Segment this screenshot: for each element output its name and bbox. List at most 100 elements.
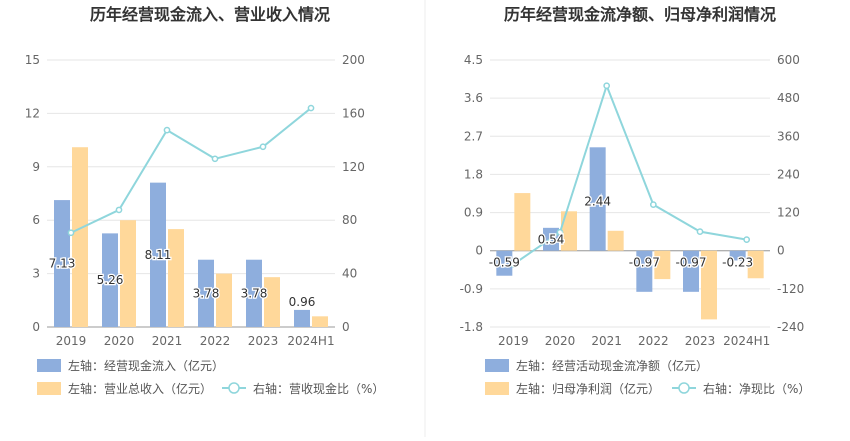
bar-data-label: 3.78 — [241, 286, 268, 300]
line-point — [163, 126, 171, 134]
bar-secondary — [312, 316, 328, 327]
right-axis-tick-label: 0 — [342, 320, 350, 334]
legend-label: 左轴：经营现金流入（亿元） — [68, 358, 224, 373]
left-axis-tick-label: 0 — [32, 320, 40, 334]
left-axis-tick-label: 6 — [32, 213, 40, 227]
right-axis-tick-label: -120 — [777, 282, 804, 296]
bar-data-label: 0.54 — [538, 232, 565, 246]
ratio-line — [70, 107, 312, 234]
left-axis-tick-label: 1.8 — [464, 167, 483, 181]
left-axis-tick-label: 15 — [25, 53, 40, 67]
bar-data-label: 0.96 — [289, 295, 316, 309]
bar-secondary — [72, 147, 88, 327]
bar-primary — [636, 250, 653, 292]
ratio-line — [512, 82, 747, 266]
x-axis-tick-label: 2021 — [591, 334, 622, 348]
bar-primary — [294, 309, 310, 327]
bar-primary — [198, 259, 214, 327]
right-axis-tick-label: 480 — [777, 91, 800, 105]
right-axis-tick-label: 200 — [342, 53, 365, 67]
left-axis-tick-label: 3 — [32, 267, 40, 281]
bar-secondary — [264, 277, 280, 327]
bar-primary — [102, 233, 118, 327]
bar-primary — [54, 200, 70, 327]
x-axis-tick-label: 2019 — [498, 334, 529, 348]
chart-panel-1: 历年经营现金流入、营业收入情况 0 3 6 9 12 15 0 40 80 120 160 200 201… — [25, 5, 385, 396]
bar-data-label: 5.26 — [97, 273, 124, 287]
legend-label: 右轴：营收现金比（%） — [253, 381, 384, 396]
x-axis-tick-label: 2019 — [56, 334, 87, 348]
left-axis-tick-label: -1.8 — [460, 320, 483, 334]
bar-data-label: 2.44 — [584, 194, 611, 208]
bar-secondary — [168, 229, 184, 327]
x-axis-tick-label: 2020 — [104, 334, 135, 348]
line-point — [67, 229, 75, 237]
right-axis-tick-label: -240 — [777, 320, 804, 334]
x-axis-tick-label: 2023 — [248, 334, 279, 348]
left-axis-tick-label: 2.7 — [464, 129, 483, 143]
bar-primary — [150, 182, 166, 327]
x-axis-tick-label: 2022 — [638, 334, 669, 348]
left-axis-tick-label: 0 — [475, 244, 483, 258]
chart-title: 历年经营现金流净额、归母净利润情况 — [504, 5, 776, 24]
right-axis-tick-label: 240 — [777, 167, 800, 181]
left-axis-tick-label: 3.6 — [464, 91, 483, 105]
bar-data-label: -0.97 — [629, 256, 660, 270]
bar-primary — [729, 250, 746, 261]
line-point — [307, 104, 315, 112]
line-point — [696, 228, 704, 235]
left-axis-tick-label: 0.9 — [464, 206, 483, 220]
legend-line-marker — [228, 382, 240, 394]
bar-data-label: -0.97 — [675, 256, 706, 270]
right-axis-tick-label: 360 — [777, 129, 800, 143]
bar-data-label: -0.59 — [489, 256, 520, 270]
legend-swatch-primary — [37, 359, 61, 372]
left-axis-tick-label: -0.9 — [460, 282, 483, 296]
right-axis-tick-label: 120 — [777, 206, 800, 220]
right-axis-tick-label: 40 — [342, 267, 357, 281]
bar-data-label: 3.78 — [193, 286, 220, 300]
bar-primary — [683, 250, 699, 292]
legend-label: 右轴：净现比（%） — [703, 381, 810, 396]
bar-primary — [589, 147, 606, 251]
bar-secondary — [701, 250, 717, 320]
x-axis-tick-label: 2024H1 — [723, 334, 770, 348]
legend-label: 左轴：经营活动现金流净额（亿元） — [516, 358, 708, 373]
bar-secondary — [561, 211, 577, 251]
legend: 左轴：经营现金流入（亿元） 左轴：营业总收入（亿元） 右轴：营收现金比（%） — [37, 358, 384, 396]
right-axis-tick-label: 160 — [342, 106, 365, 120]
left-axis-tick-label: 4.5 — [464, 53, 483, 67]
x-axis-tick-label: 2020 — [545, 334, 576, 348]
bar-data-label: 8.11 — [145, 248, 172, 262]
bar-secondary — [120, 220, 136, 327]
x-axis-tick-label: 2021 — [152, 334, 183, 348]
legend-swatch-primary — [485, 359, 509, 372]
bar-secondary — [216, 273, 232, 327]
line-point — [743, 236, 751, 243]
chart-title: 历年经营现金流入、营业收入情况 — [90, 5, 330, 24]
line-point — [649, 201, 657, 208]
line-point — [603, 82, 611, 90]
bar-primary — [246, 259, 262, 327]
right-axis-tick-label: 0 — [777, 244, 785, 258]
line-point — [556, 228, 564, 236]
bar-secondary — [747, 250, 764, 279]
x-axis-tick-label: 2023 — [685, 334, 716, 348]
line-point — [115, 206, 123, 214]
bar-secondary — [514, 193, 531, 251]
legend-line-marker — [678, 382, 690, 394]
bar-data-label: -0.23 — [722, 256, 753, 270]
bar-secondary — [654, 250, 671, 280]
x-axis-tick-label: 2022 — [200, 334, 231, 348]
line-point — [259, 143, 267, 151]
right-axis-tick-label: 80 — [342, 213, 357, 227]
line-point — [211, 155, 219, 163]
left-axis-tick-label: 12 — [25, 106, 40, 120]
line-point — [509, 261, 517, 268]
left-axis-tick-label: 9 — [32, 160, 40, 174]
bar-primary — [496, 250, 513, 276]
bar-data-label: 7.13 — [49, 257, 76, 271]
legend-swatch-secondary — [485, 382, 509, 395]
legend: 左轴：经营活动现金流净额（亿元） 左轴：归母净利润（亿元） 右轴：净现比（%） — [485, 358, 810, 396]
